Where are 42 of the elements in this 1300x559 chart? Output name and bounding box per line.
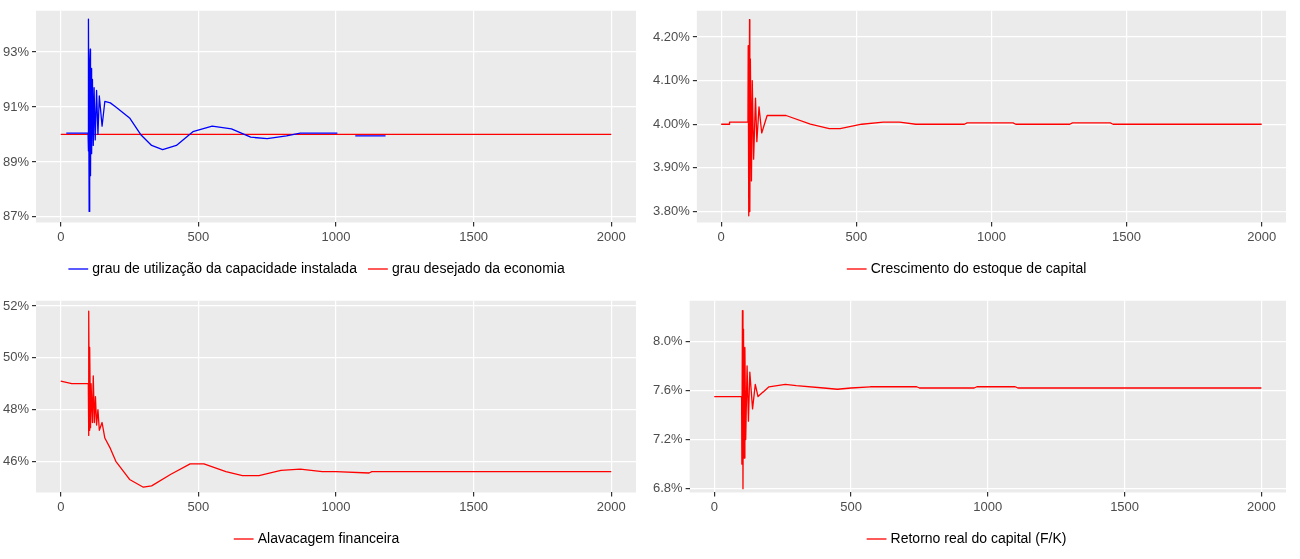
y-tick-label: 4.20% [652, 28, 691, 44]
y-tick-label: 46% [2, 452, 30, 468]
y-tick-label: 3.80% [652, 203, 691, 219]
legend-label: grau de utilização da capacidade instalada [92, 259, 358, 276]
x-tick-label: 2000 [1246, 498, 1276, 514]
x-tick-label: 500 [187, 228, 210, 244]
y-tick-label: 8.0% [652, 332, 684, 348]
x-tick-label: 1000 [976, 228, 1006, 244]
legend-label: Alavacagem financeira [257, 529, 400, 546]
y-tick-label: 6.8% [652, 480, 684, 496]
x-tick-label: 500 [840, 498, 862, 514]
x-tick-label: 0 [717, 228, 725, 244]
x-tick-label: 0 [57, 498, 65, 514]
x-tick-label: 2000 [596, 228, 626, 244]
x-tick-label: 1000 [321, 228, 351, 244]
legend-label: Retorno real do capital (F/K) [890, 529, 1067, 546]
legend-label: Crescimento do estoque de capital [870, 259, 1087, 276]
x-tick-label: 0 [57, 228, 65, 244]
x-tick-label: 1000 [321, 498, 351, 514]
legend-label: grau desejado da economia [391, 259, 565, 276]
y-tick-label: 93% [2, 43, 30, 59]
y-tick-label: 89% [2, 153, 30, 169]
y-tick-label: 7.6% [652, 382, 684, 398]
y-tick-label: 87% [2, 208, 30, 224]
x-tick-label: 1500 [459, 498, 489, 514]
y-tick-label: 3.90% [652, 159, 691, 175]
x-tick-label: 1500 [1112, 228, 1142, 244]
x-tick-label: 1000 [973, 498, 1003, 514]
x-tick-label: 0 [710, 498, 718, 514]
x-tick-label: 1500 [459, 228, 489, 244]
y-tick-label: 7.2% [652, 431, 684, 447]
y-tick-label: 52% [2, 297, 30, 313]
y-tick-label: 50% [2, 349, 30, 365]
y-tick-label: 4.00% [652, 115, 691, 131]
x-tick-label: 1500 [1110, 498, 1140, 514]
y-tick-label: 48% [2, 401, 30, 417]
x-tick-label: 2000 [596, 498, 626, 514]
y-tick-label: 91% [2, 98, 30, 114]
y-tick-label: 4.10% [652, 72, 691, 88]
x-tick-label: 500 [187, 498, 210, 514]
x-tick-label: 500 [845, 228, 868, 244]
x-tick-label: 2000 [1247, 228, 1277, 244]
